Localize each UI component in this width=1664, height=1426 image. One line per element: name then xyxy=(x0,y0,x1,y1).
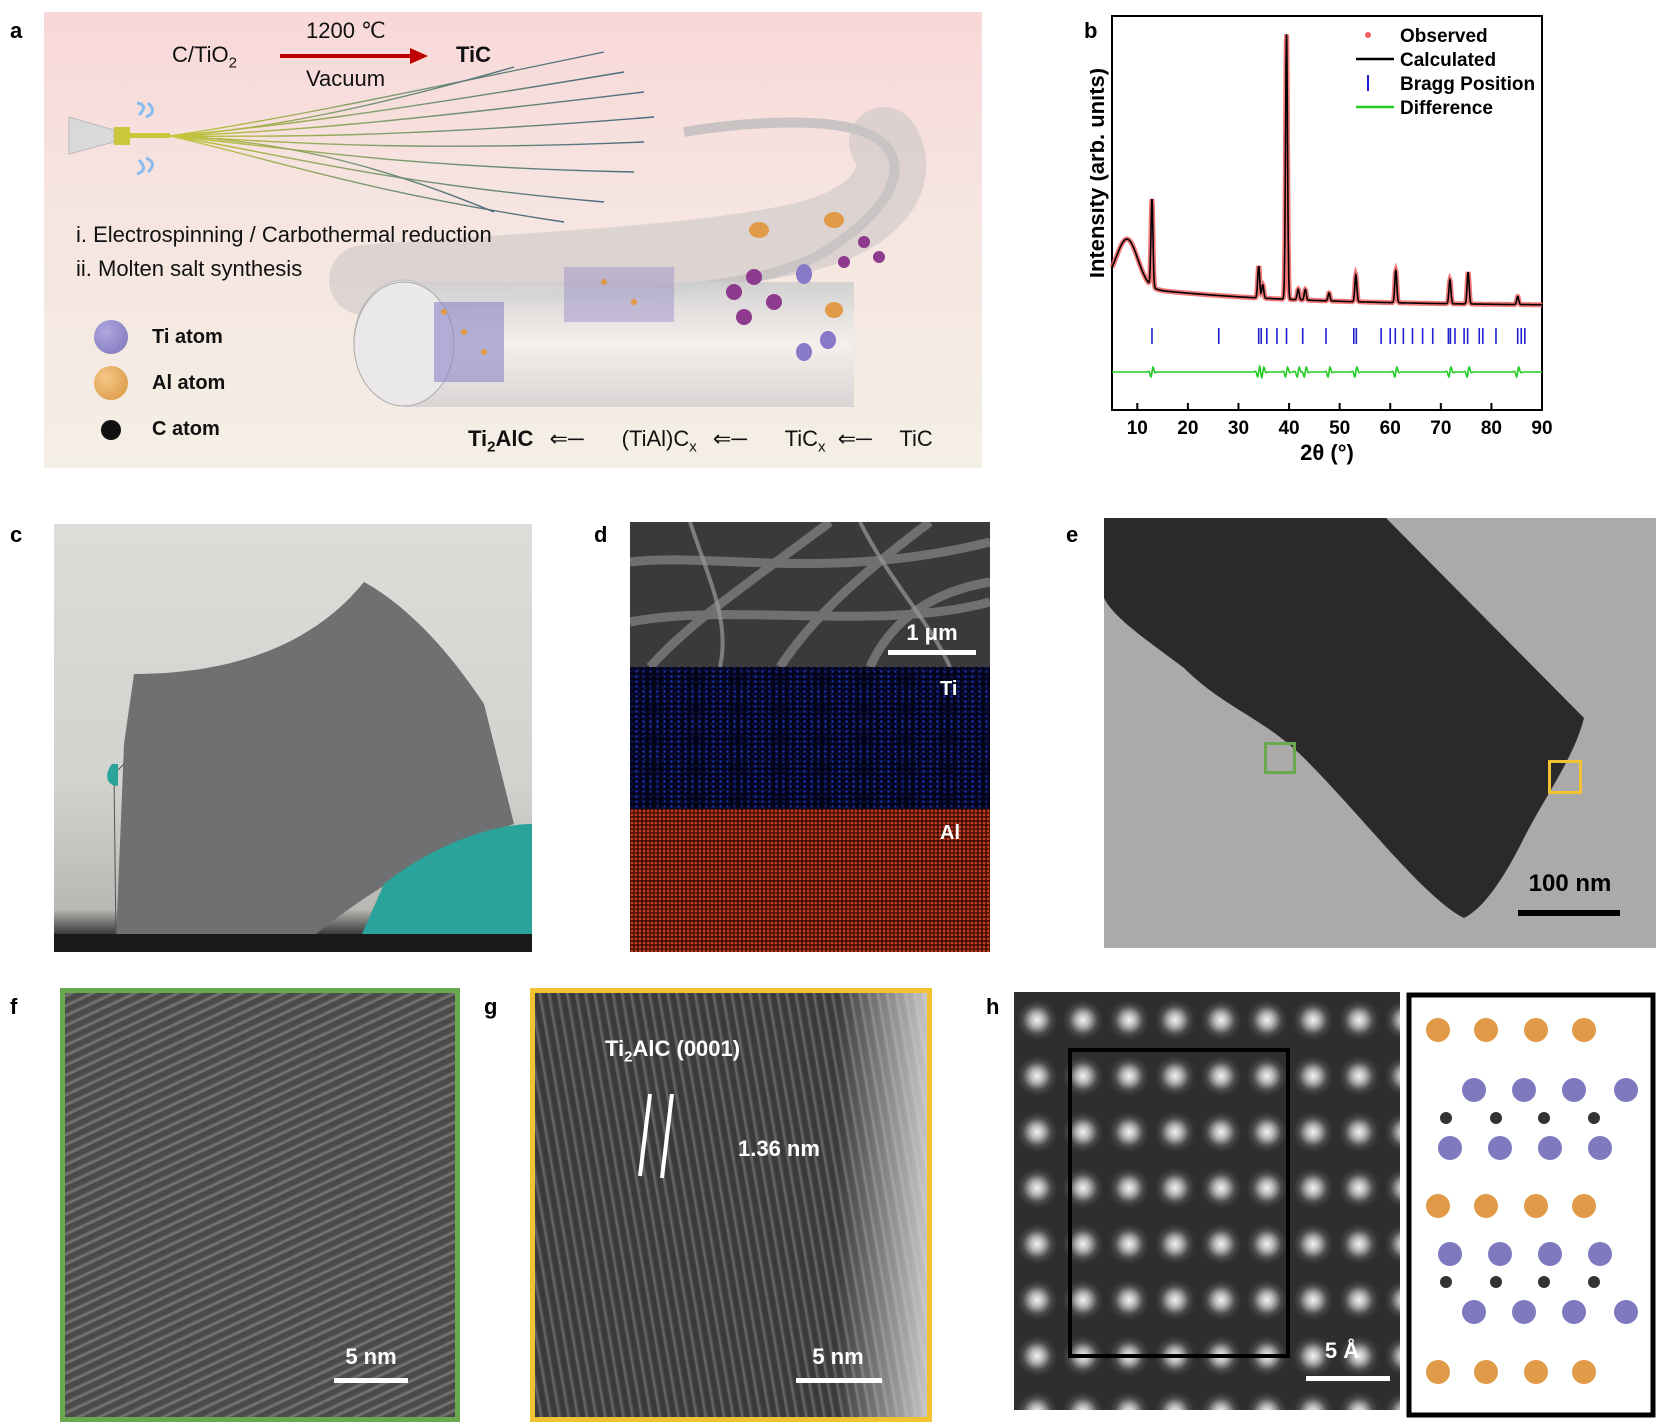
reactant-text: C/TiO xyxy=(172,42,229,67)
ti2alc-plane-label: Ti2AlC (0001) xyxy=(605,1036,740,1065)
ti-atom-swatch xyxy=(94,320,128,354)
x-tick-label: 50 xyxy=(1329,418,1350,439)
yellow-roi-box xyxy=(1548,760,1582,794)
xrd-chart: 10 20 30 40 50 60 70 80 90 2θ (°) Intensity (arb. … xyxy=(1090,15,1553,465)
pathway-ticx-sub: x xyxy=(818,438,826,456)
panel-letter-b: b xyxy=(1084,18,1098,43)
tem-image xyxy=(1104,518,1656,948)
panel-letter-d: d xyxy=(594,522,608,547)
pathway-ticx: TiC xyxy=(784,426,819,451)
ti2alc-structure-model xyxy=(1406,992,1656,1418)
electrospinning-illustration xyxy=(68,51,927,407)
hrtem-image-green xyxy=(60,988,460,1422)
pathway-tic: TiC xyxy=(899,426,933,451)
legend-label: Difference xyxy=(1400,98,1493,119)
tem-fiber xyxy=(1104,518,1584,918)
x-tick-label: 60 xyxy=(1380,418,1401,439)
lattice-marker-lines xyxy=(638,1094,674,1179)
tem-scale-bar xyxy=(1518,910,1620,916)
x-tick-label: 30 xyxy=(1228,418,1249,439)
al-atom-row-top xyxy=(1426,1018,1596,1042)
calculated-series xyxy=(1111,34,1543,306)
x-tick-label: 70 xyxy=(1430,418,1451,439)
difference-series xyxy=(1112,364,1542,380)
panel-letter-e: e xyxy=(1066,522,1079,547)
sem-image xyxy=(630,522,990,667)
green-roi-box xyxy=(1264,742,1296,774)
haadf-scale-label: 5 Å xyxy=(1324,1338,1360,1363)
legend-label: Calculated xyxy=(1400,50,1496,71)
panel-letter-f: f xyxy=(10,994,18,1019)
c-atom-swatch xyxy=(101,420,121,440)
membrane-photo xyxy=(54,524,532,952)
left-arrow-icon: ⇐─ xyxy=(712,426,747,451)
reactant-label: C/TiO2 xyxy=(172,42,237,71)
reactant-subscript: 2 xyxy=(228,54,237,72)
plot-frame xyxy=(1111,15,1543,411)
panel-letter-h: h xyxy=(986,994,1000,1019)
eds-ti-label: Ti xyxy=(940,678,958,700)
tem-scale-label: 100 nm xyxy=(1528,870,1612,897)
pathway-ti2alc-sub: 2 xyxy=(487,438,496,456)
membrane-sheet-illustration xyxy=(54,582,532,952)
x-axis-label: 2θ (°) xyxy=(1300,440,1354,465)
reaction-arrow xyxy=(280,48,428,64)
plane-label-main: Ti xyxy=(605,1036,625,1061)
eds-map-al xyxy=(630,809,990,952)
panel-a-schematic xyxy=(44,12,982,468)
panel-letter-c: c xyxy=(10,522,23,547)
hrtem-g-scale-label: 5 nm xyxy=(812,1344,864,1369)
pathway-ti2alc: Ti xyxy=(468,426,488,451)
reaction-pathway: Ti2AlC ⇐─ (TiAl)Cx ⇐─ TiCx ⇐─ TiC xyxy=(468,426,933,455)
al-atom-swatch xyxy=(94,366,128,400)
pathway-tialcx: (TiAl)C xyxy=(621,426,690,451)
lattice-spacing-label: 1.36 nm xyxy=(738,1136,820,1161)
legend-label-al: Al atom xyxy=(152,372,226,394)
pathway-ti2alc-tail: AlC xyxy=(495,426,534,451)
legend-label-ti: Ti atom xyxy=(152,326,223,348)
sem-scale-bar xyxy=(888,650,976,655)
sem-fibers xyxy=(630,522,990,667)
pathway-tialcx-sub: x xyxy=(689,438,697,456)
plane-label-sub: 2 xyxy=(624,1048,633,1066)
left-arrow-icon: ⇐─ xyxy=(549,426,584,451)
x-tick-label: 90 xyxy=(1531,418,1552,439)
hrtem-image-yellow xyxy=(530,988,932,1422)
y-axis-label: Intensity (arb. units) xyxy=(1090,68,1109,278)
hrtem-g-scale-bar xyxy=(796,1378,882,1383)
haadf-selection-box xyxy=(1068,1048,1290,1358)
hrtem-f-scale-label: 5 nm xyxy=(345,1344,397,1369)
condition-label: Vacuum xyxy=(306,66,386,91)
hrtem-f-scale-bar xyxy=(334,1378,408,1383)
hrtem-edge-glow xyxy=(837,993,927,1417)
x-tick-label: 40 xyxy=(1278,418,1299,439)
sem-scale-label: 1 μm xyxy=(906,620,958,645)
product-label: TiC xyxy=(456,42,492,67)
left-arrow-icon: ⇐─ xyxy=(837,426,872,451)
legend-swatch-observed xyxy=(1365,32,1371,38)
haadf-scale-bar xyxy=(1306,1376,1390,1381)
step-ii-label: ii. Molten salt synthesis xyxy=(76,256,303,281)
eds-al-label: Al xyxy=(940,822,960,844)
legend-label-c: C atom xyxy=(152,418,220,440)
eds-map-ti xyxy=(630,667,990,809)
x-tick-label: 80 xyxy=(1481,418,1502,439)
x-tick-label: 20 xyxy=(1177,418,1198,439)
legend-label: Observed xyxy=(1400,26,1488,47)
panel-letter-a: a xyxy=(10,18,23,43)
step-i-label: i. Electrospinning / Carbothermal reduct… xyxy=(76,222,492,247)
panel-letter-g: g xyxy=(484,994,498,1019)
haadf-stem-image xyxy=(1014,992,1400,1410)
plane-label-tail: AlC (0001) xyxy=(632,1036,741,1061)
legend-label: Bragg Position xyxy=(1400,74,1535,95)
x-tick-label: 10 xyxy=(1127,418,1148,439)
temperature-label: 1200 ℃ xyxy=(306,18,386,43)
